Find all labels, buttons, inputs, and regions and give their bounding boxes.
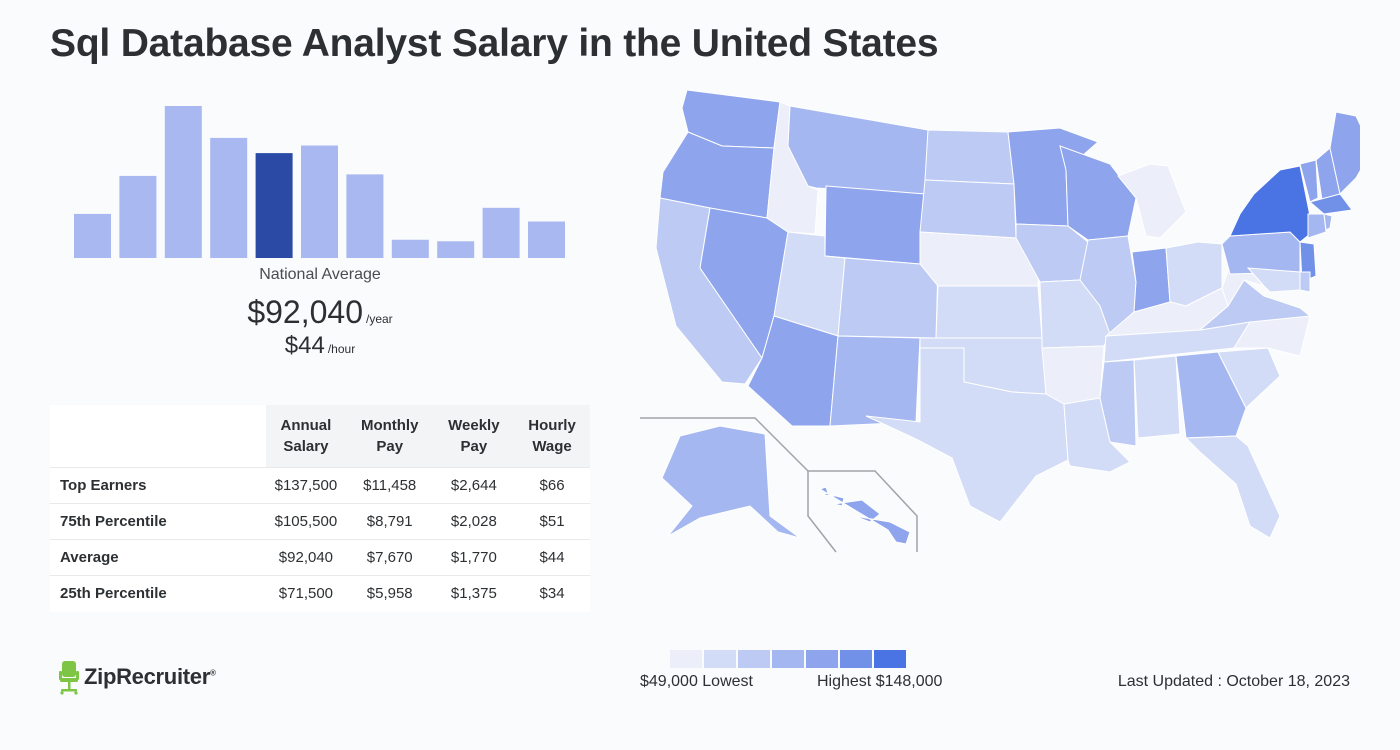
hourly-unit: /hour (327, 342, 356, 356)
state-ak (661, 425, 801, 539)
histogram-bar (119, 175, 157, 258)
page-title: Sql Database Analyst Salary in the Unite… (50, 22, 939, 65)
row-label: 25th Percentile (50, 575, 266, 612)
state-ny (1229, 165, 1321, 243)
monthly-value: $5,958 (345, 575, 434, 612)
annual-value: $92,040 (266, 539, 346, 576)
table-header-empty (50, 405, 266, 468)
histogram-bar (255, 153, 293, 258)
row-label: Average (50, 539, 266, 576)
header-weekly: Weekly Pay (433, 405, 515, 468)
header-monthly: Monthly Pay (345, 405, 434, 468)
monthly-value: $8,791 (345, 503, 434, 540)
table-row: 25th Percentile $71,500 $5,958 $1,375 $3… (50, 575, 590, 612)
state-vt (1299, 159, 1319, 203)
state-ri (1323, 213, 1333, 231)
state-nm (829, 335, 921, 427)
logo-wordmark: ZipRecruiter® (84, 664, 216, 689)
state-mt (787, 105, 929, 195)
state-al (1133, 355, 1181, 439)
legend-swatch (840, 650, 872, 668)
legend-swatch (772, 650, 804, 668)
state-tx (865, 347, 1069, 523)
histogram-bar (346, 174, 384, 258)
hourly-value: $66 (514, 467, 590, 504)
state-nd (924, 129, 1015, 185)
histogram-bar (482, 207, 520, 258)
state-fl (1184, 435, 1281, 539)
alaska-inset-line (640, 417, 809, 472)
legend-low-label: $49,000 Lowest (640, 673, 753, 690)
salary-table: Annual Salary Monthly Pay Weekly Pay Hourly… (50, 405, 590, 612)
row-label: Top Earners (50, 467, 266, 504)
states-layer (655, 89, 1360, 545)
state-hi (818, 486, 911, 545)
histogram-bar (210, 137, 248, 258)
state-sd (919, 179, 1017, 239)
state-me (1329, 111, 1360, 196)
histogram-bar (74, 213, 111, 258)
weekly-value: $1,770 (433, 539, 515, 576)
state-de (1299, 271, 1311, 293)
state-ms (1099, 359, 1137, 447)
header-annual: Annual Salary (266, 405, 346, 468)
state-in (1131, 247, 1171, 313)
table-row: Top Earners $137,500 $11,458 $2,644 $66 (50, 467, 590, 504)
monthly-value: $11,458 (345, 467, 434, 504)
yearly-salary: $92,040/year (50, 294, 590, 331)
state-pa (1221, 231, 1301, 275)
row-label: 75th Percentile (50, 503, 266, 540)
monthly-value: $7,670 (345, 539, 434, 576)
legend-swatch (806, 650, 838, 668)
state-ct (1307, 213, 1327, 239)
legend-swatch (874, 650, 906, 668)
legend-swatch (704, 650, 736, 668)
header-hourly: Hourly Wage (514, 405, 590, 468)
table-row: Average $92,040 $7,670 $1,770 $44 (50, 539, 590, 576)
yearly-unit: /year (365, 312, 393, 326)
state-co (837, 257, 939, 339)
hourly-value: $44 (514, 539, 590, 576)
ziprecruiter-logo[interactable]: ZipRecruiter® (58, 659, 216, 695)
last-updated: Last Updated : October 18, 2023 (1117, 673, 1350, 690)
state-ks (935, 285, 1043, 339)
state-ar (1041, 345, 1105, 405)
histogram-bar (301, 145, 338, 258)
annual-value: $105,500 (266, 503, 346, 540)
state-wi (1059, 145, 1137, 241)
salary-histogram (74, 106, 565, 258)
hawaii-inset-line (808, 470, 918, 552)
us-salary-map (640, 89, 1360, 553)
hourly-value: $34 (514, 575, 590, 612)
annual-value: $71,500 (266, 575, 346, 612)
histogram-bar (391, 239, 429, 258)
state-wy (824, 185, 926, 265)
histogram-bar (437, 241, 475, 258)
table-header-row: Annual Salary Monthly Pay Weekly Pay Hourly… (50, 405, 590, 468)
histogram-bar (164, 106, 202, 258)
hourly-salary: $44/hour (50, 332, 590, 360)
yearly-salary-value: $92,040 (247, 294, 363, 330)
table-row: 75th Percentile $105,500 $8,791 $2,028 $… (50, 503, 590, 540)
legend-swatch (738, 650, 770, 668)
legend-high-label: Highest $148,000 (817, 673, 943, 690)
weekly-value: $2,028 (433, 503, 515, 540)
state-md (1246, 267, 1301, 293)
weekly-value: $1,375 (433, 575, 515, 612)
state-nc (1233, 315, 1311, 357)
weekly-value: $2,644 (433, 467, 515, 504)
state-sc (1217, 347, 1281, 409)
hourly-value: $51 (514, 503, 590, 540)
chair-icon (59, 661, 79, 695)
annual-value: $137,500 (266, 467, 346, 504)
inset-divider-line (807, 471, 837, 553)
legend-swatch (670, 650, 702, 668)
histogram-bar (528, 221, 565, 258)
state-mi (1117, 163, 1187, 239)
hourly-salary-value: $44 (284, 332, 325, 359)
map-legend (670, 650, 908, 668)
state-ma (1308, 193, 1353, 215)
national-average-label: National Average (259, 266, 381, 283)
